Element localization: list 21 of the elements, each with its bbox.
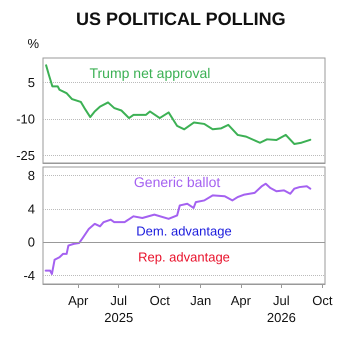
annotation: Rep. advantage: [138, 250, 230, 265]
x-tick-label: Oct: [150, 293, 170, 308]
series-label: Generic ballot: [134, 174, 220, 190]
y-tick-label: 5: [28, 74, 35, 90]
y-tick-label: 4: [28, 201, 35, 216]
annotation: Dem. advantage: [136, 224, 232, 239]
x-tick-label: Apr: [68, 293, 89, 308]
y-tick-label: -4: [23, 268, 35, 284]
line-series: [45, 64, 312, 145]
x-tick-label: Jul 2025: [104, 293, 134, 325]
chart-title: US POLITICAL POLLING: [76, 9, 286, 29]
series-label: Trump net approval: [89, 65, 210, 81]
y-axis-title: %: [27, 36, 40, 51]
x-tick-label: Jan: [190, 293, 212, 308]
y-tick-label: -10: [16, 112, 35, 127]
x-tick-label: Jul 2026: [266, 293, 296, 325]
x-tick-label: Apr: [230, 293, 252, 308]
y-tick-label: 8: [28, 168, 35, 183]
y-tick-label: 0: [28, 234, 35, 250]
x-tick-label: Oct: [312, 293, 333, 308]
y-tick-label: -25: [16, 148, 35, 164]
